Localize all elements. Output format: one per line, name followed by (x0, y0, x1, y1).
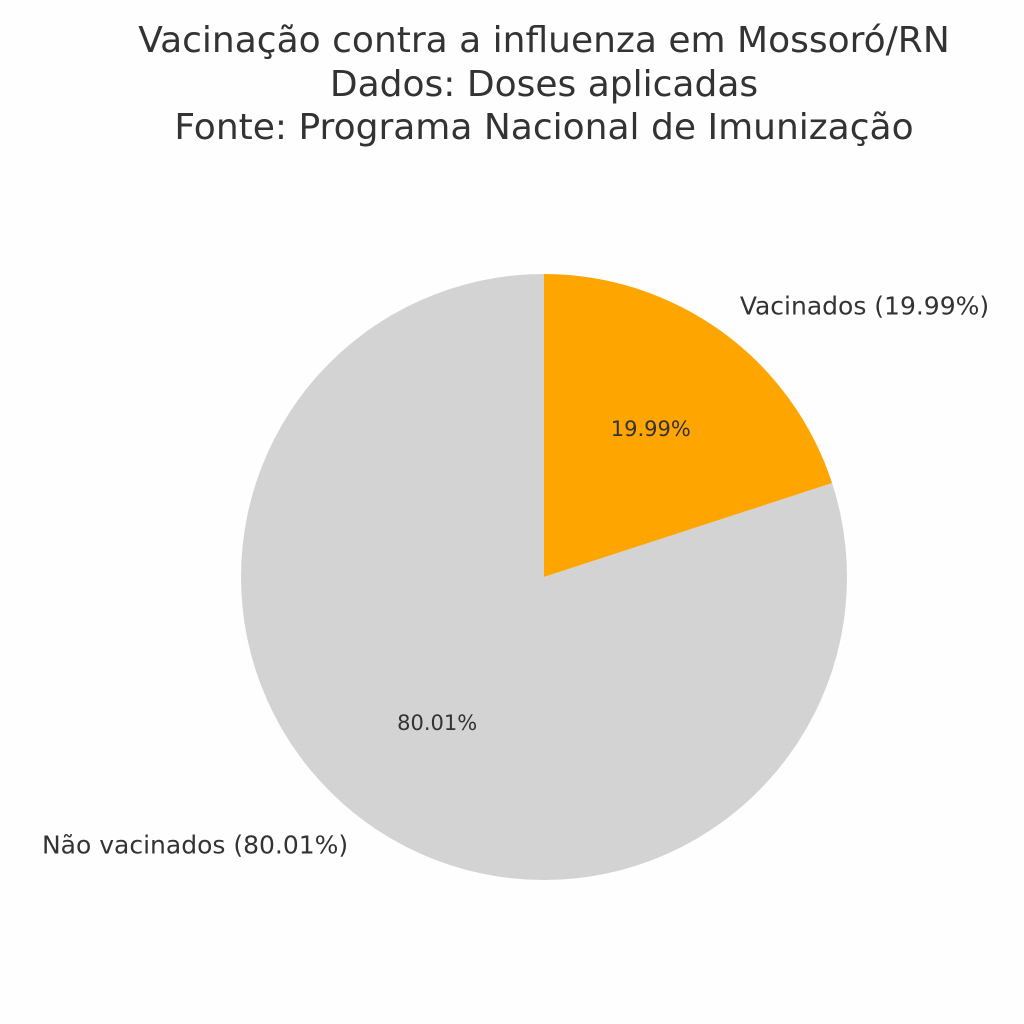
slice-label: Não vacinados (80.01%) (42, 831, 348, 860)
pie-slice (544, 274, 833, 577)
slice-value-label: 80.01% (397, 711, 477, 735)
chart-title: Vacinação contra a influenza em Mossoró/… (138, 20, 950, 61)
pie-slice (241, 274, 847, 881)
chart-source: Fonte: Programa Nacional de Imunização (174, 107, 913, 148)
slice-value-label: 19.99% (611, 417, 691, 441)
slice-label: Vacinados (19.99%) (740, 291, 989, 320)
chart-subtitle: Dados: Doses aplicadas (330, 64, 758, 105)
